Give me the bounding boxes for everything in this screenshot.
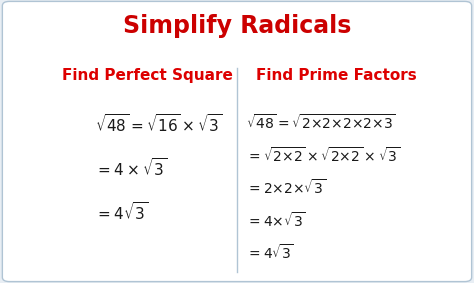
Text: Simplify Radicals: Simplify Radicals	[123, 14, 351, 38]
Text: $= 4\sqrt{3}$: $= 4\sqrt{3}$	[246, 243, 294, 262]
Text: $= 4\sqrt{3}$: $= 4\sqrt{3}$	[95, 201, 148, 223]
Text: $= 4 \times \sqrt{3}$: $= 4 \times \sqrt{3}$	[95, 157, 167, 179]
Text: $= \sqrt{2{\times}2} \times \sqrt{2{\times}2} \times \sqrt{3}$: $= \sqrt{2{\times}2} \times \sqrt{2{\tim…	[246, 146, 401, 165]
Text: $\sqrt{48} = \sqrt{16} \times \sqrt{3}$: $\sqrt{48} = \sqrt{16} \times \sqrt{3}$	[95, 113, 222, 135]
Text: $= 2{\times}2{\times}\sqrt{3}$: $= 2{\times}2{\times}\sqrt{3}$	[246, 178, 327, 197]
Text: $\sqrt{48} = \sqrt{2{\times}2{\times}2{\times}2{\times}3}$: $\sqrt{48} = \sqrt{2{\times}2{\times}2{\…	[246, 113, 396, 132]
Text: $= 4{\times}\sqrt{3}$: $= 4{\times}\sqrt{3}$	[246, 211, 306, 230]
Text: Find Prime Factors: Find Prime Factors	[256, 68, 417, 83]
Text: Find Perfect Square: Find Perfect Square	[62, 68, 232, 83]
